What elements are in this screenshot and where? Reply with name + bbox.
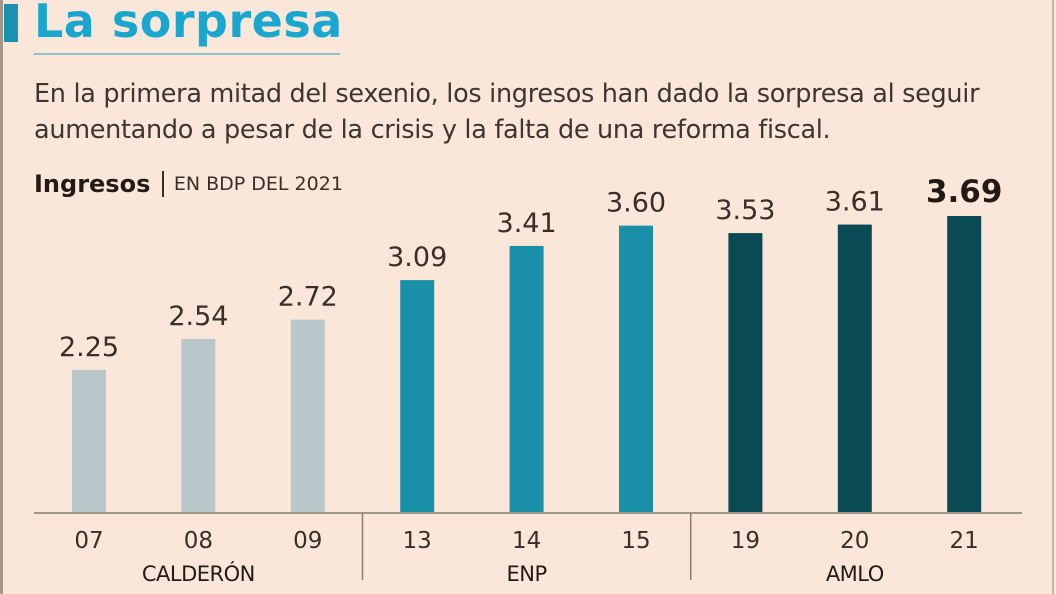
chart-subtitle: En la primera mitad del sexenio, los ing… [34, 79, 980, 145]
x-tick-label-20: 20 [840, 528, 869, 554]
unit-label: EN BDP DEL 2021 [173, 173, 343, 195]
bar-19 [728, 233, 763, 512]
x-tick-label-14: 14 [512, 528, 541, 554]
x-tick-label-09: 09 [293, 528, 322, 554]
bar-21 [947, 216, 982, 512]
x-tick-label-21: 21 [950, 528, 979, 554]
data-label-14: 3.41 [497, 208, 557, 239]
chart-title: La sorpresa [34, 0, 343, 48]
group-label-enp: ENP [507, 562, 547, 586]
bar-14 [509, 245, 544, 512]
frame-right-border [1052, 0, 1054, 594]
bar-20 [837, 224, 872, 512]
data-label-19: 3.53 [715, 195, 775, 226]
x-tick-label-07: 07 [74, 528, 103, 554]
x-tick-label-15: 15 [621, 528, 650, 554]
frame-left-border [0, 0, 3, 594]
header-separator [162, 171, 164, 197]
series-name: Ingresos [34, 170, 151, 198]
bar-15 [619, 225, 653, 513]
bar-08 [181, 338, 216, 512]
group-label-calderón: CALDERÓN [142, 561, 255, 586]
x-tick-label-08: 08 [184, 528, 213, 554]
x-tick-label-19: 19 [731, 528, 760, 554]
data-label-08: 2.54 [168, 301, 228, 332]
bar-13 [400, 280, 435, 512]
bar-09 [290, 319, 325, 512]
data-label-07: 2.25 [59, 332, 119, 363]
data-label-13: 3.09 [387, 242, 447, 273]
data-label-15: 3.60 [606, 188, 666, 219]
data-label-20: 3.61 [825, 187, 885, 218]
chart-header: Ingresos EN BDP DEL 2021 [34, 170, 343, 198]
x-tick-label-13: 13 [403, 528, 432, 554]
data-label-21: 3.69 [926, 174, 1003, 210]
bar-07 [72, 369, 106, 512]
title-underline [34, 53, 340, 55]
title-marker [4, 4, 18, 42]
group-label-amlo: AMLO [826, 562, 884, 586]
data-label-09: 2.72 [278, 282, 338, 313]
